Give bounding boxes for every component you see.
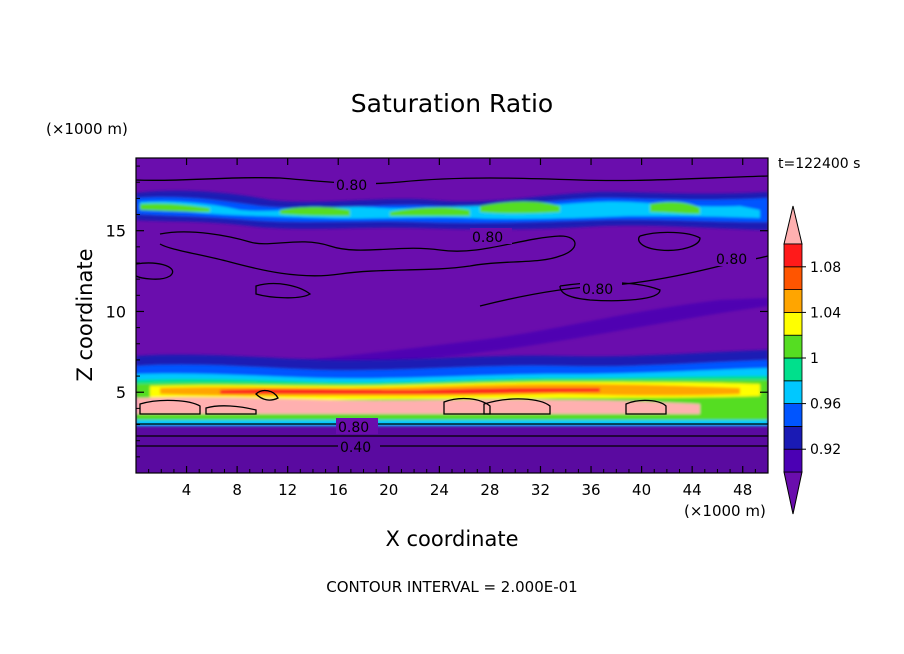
colorbar-segment [783,266,803,290]
y-axis-label: Z coordinate [73,248,97,381]
colorbar-segment [783,243,803,268]
contour-interval-note: CONTOUR INTERVAL = 2.000E-01 [326,578,577,596]
x-tick-label: 48 [733,481,752,499]
x-tick-label: 24 [430,481,449,499]
colorbar-segment [783,357,803,382]
colorbar-bottom-arrow [783,471,803,515]
contour-label-bg-1 [334,176,376,192]
y-unit-label: (×1000 m) [46,120,128,138]
contour-lines [136,175,768,447]
contour-label-1: 0.80 [336,178,367,194]
colorbar: 0.92 0.96 1 1.04 1.08 [783,205,841,515]
contour-080-upper-c [136,262,174,280]
contour-lower-pink-f [255,389,279,401]
time-label: t=122400 s [778,156,860,172]
diagonal-blue-streak [136,298,768,380]
x-tick-label: 44 [683,481,702,499]
lower-band-cyan-base [136,420,768,426]
x-tick-label: 28 [480,481,499,499]
x-tick-label: 8 [232,481,242,499]
x-tick-label: 16 [329,481,348,499]
contour-label-3: 0.80 [716,252,747,268]
lower-dry-layer [136,426,768,473]
contour-080-top [136,175,768,185]
contour-label-bg-2 [470,228,512,244]
contour-lower-pink-c [443,397,491,415]
x-tick-label: 4 [182,481,192,499]
colorbar-tick-label: 1.08 [810,260,841,276]
contour-080-upper-b [637,231,701,252]
colorbar-segment [783,289,803,313]
upper-moist-band [136,190,768,230]
x-tick-label: 36 [581,481,600,499]
x-tick-label: 12 [278,481,297,499]
colorbar-segment [783,425,803,450]
contour-label-6: 0.40 [340,440,371,456]
contour-label-group: 0.80 0.80 0.80 0.80 0.80 0.40 [334,176,756,456]
x-axis-label: X coordinate [385,527,518,551]
colorbar-top-arrow [783,205,803,245]
chart-title: Saturation Ratio [351,89,553,118]
x-axis-ticks: 4 8 12 16 20 24 28 32 36 40 44 48 [148,158,756,499]
colorbar-tick-label: 0.92 [810,442,841,458]
colorbar-segment [783,380,803,404]
contour-lower-pink-a [139,399,201,415]
contour-lower-pink-e [625,399,667,415]
contour-label-bg-4 [580,280,622,296]
lower-band-red [220,388,600,394]
contour-lower-pink-b [205,405,257,415]
x-tick-label: 20 [379,481,398,499]
colorbar-segment [783,334,803,359]
y-axis-ticks: 5 10 15 [106,165,768,458]
colorbar-tick-label: 0.96 [810,397,841,413]
colorbar-segment [783,448,803,473]
contour-080-upper-a [159,231,576,277]
contour-lower-pink-d [483,398,551,415]
y-tick-label: 10 [106,302,126,321]
contour-label-4: 0.80 [582,282,613,298]
upper-band-green [140,201,700,216]
x-tick-label: 32 [531,481,550,499]
contour-label-5: 0.80 [338,420,369,436]
y-tick-label: 5 [116,383,126,402]
contour-080-mid [255,282,312,299]
lower-band-pink [136,397,700,418]
colorbar-segment [783,311,803,336]
contour-label-bg-6 [338,438,380,454]
contour-label-2: 0.80 [472,230,503,246]
saturation-field: 0.80 0.80 0.80 0.80 0.80 0.40 [136,158,768,473]
x-unit-label: (×1000 m) [684,502,766,520]
lower-moist-band [136,350,768,426]
contour-label-bg-5 [336,418,378,434]
y-tick-label: 15 [106,222,126,241]
colorbar-tick-label: 1 [810,351,819,367]
colorbar-segment [783,403,803,427]
contour-label-bg-3 [714,250,756,266]
x-tick-label: 40 [632,481,651,499]
colorbar-tick-label: 1.04 [810,305,841,321]
